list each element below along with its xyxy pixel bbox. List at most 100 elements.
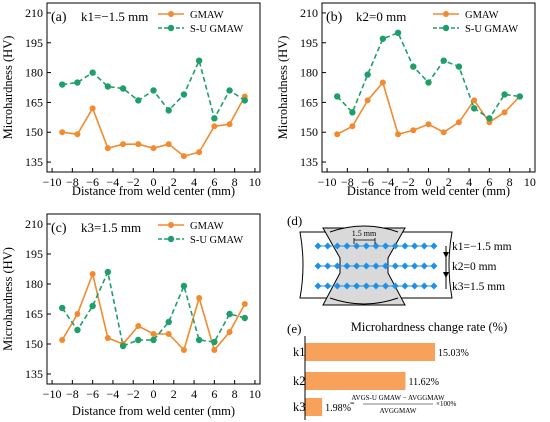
- data-point-gmaw: [59, 337, 66, 343]
- indent-marker: [420, 262, 428, 270]
- data-point-gmaw: [211, 123, 218, 130]
- data-point-sugmaw: [334, 93, 341, 100]
- indent-marker: [401, 242, 409, 250]
- data-point-gmaw: [150, 331, 157, 337]
- y-tick-label: 180: [25, 277, 43, 291]
- change-rate-formula: AVGS-U GMAW − AVGGMAW AVGGMAW ×100% =: [350, 394, 456, 415]
- data-point-gmaw: [455, 119, 462, 126]
- x-tick-label: 10: [524, 175, 536, 189]
- x-tick-label: 8: [232, 387, 238, 401]
- x-tick-label: 4: [191, 387, 197, 401]
- data-point-gmaw: [226, 121, 233, 128]
- data-point-gmaw: [379, 79, 386, 86]
- x-tick-label: −2: [402, 175, 415, 189]
- data-point-sugmaw: [394, 29, 402, 37]
- data-point-gmaw: [180, 347, 187, 353]
- indent-marker: [382, 242, 390, 250]
- formula-numerator: AVGS-U GMAW − AVGGMAW: [351, 394, 445, 402]
- x-tick-label: 2: [171, 387, 177, 401]
- data-point-gmaw: [410, 127, 417, 134]
- data-point-gmaw: [89, 105, 96, 112]
- x-tick-label: −4: [107, 387, 120, 401]
- indent-marker: [353, 242, 361, 250]
- panel-label: (a): [51, 10, 67, 25]
- bar-value-label: 1.98%: [325, 403, 351, 414]
- legend-marker-sugmaw: [442, 24, 450, 32]
- data-point-sugmaw: [135, 97, 142, 104]
- indent-marker: [420, 242, 428, 250]
- y-tick-label: 165: [25, 95, 43, 109]
- data-point-gmaw: [425, 121, 432, 128]
- indent-marker: [391, 242, 399, 250]
- y-tick-label: 210: [25, 217, 43, 231]
- data-point-sugmaw: [501, 91, 508, 98]
- data-point-sugmaw: [89, 302, 96, 310]
- data-point-gmaw: [196, 149, 203, 156]
- data-point-gmaw: [196, 295, 203, 301]
- indent-marker: [372, 242, 380, 250]
- x-tick-label: −2: [127, 387, 140, 401]
- data-point-sugmaw: [410, 63, 417, 70]
- data-point-gmaw: [74, 131, 81, 138]
- data-point-gmaw: [440, 129, 447, 136]
- data-point-gmaw: [395, 131, 402, 138]
- y-axis-label: Microhardness (HV): [1, 36, 15, 140]
- x-tick-label: 0: [151, 387, 157, 401]
- weld-cap-top: [329, 225, 399, 233]
- data-point-gmaw: [120, 141, 127, 148]
- legend-label-sugmaw: S-U GMAW: [190, 235, 243, 246]
- chart-panel-b: −10 −8 −6 −4 −2 0 2 4 6 8 10 135 150 165 180 195 210 Dist…: [276, 2, 536, 198]
- bar-category-label: k3: [293, 400, 306, 414]
- data-point-sugmaw: [211, 115, 218, 122]
- y-tick-label: 135: [25, 155, 43, 169]
- x-axis-label: Distance from weld center (mm): [72, 184, 235, 198]
- y-tick-label: 165: [300, 95, 318, 109]
- indent-marker: [362, 242, 370, 250]
- data-point-gmaw: [364, 97, 371, 104]
- x-tick-label: −8: [66, 175, 79, 189]
- indent-rows: [314, 242, 438, 290]
- y-tick-label: 195: [25, 36, 43, 50]
- chart-panel-c: −10 −8 −6 −4 −2 0 2 4 6 8 10 135 150 165 180 195 210 Dist…: [1, 213, 261, 418]
- indent-marker: [382, 262, 390, 270]
- weld-cap-bottom: [329, 297, 399, 305]
- formula-denominator: AVGGMAW: [380, 407, 417, 415]
- indent-marker: [391, 282, 399, 290]
- x-tick-label: 8: [232, 175, 238, 189]
- formula-suffix: ×100%: [436, 400, 456, 408]
- indent-marker: [324, 282, 332, 290]
- data-point-gmaw: [241, 301, 248, 307]
- condition-label: k1=−1.5 mm: [81, 9, 148, 24]
- bar-group: k1 15.03% k2 11.62% k3 1.98%: [293, 336, 469, 420]
- data-point-gmaw: [180, 153, 187, 160]
- y-tick-label: 150: [300, 125, 318, 139]
- data-point-gmaw: [89, 271, 96, 277]
- data-point-gmaw: [334, 131, 341, 138]
- indent-marker: [333, 282, 341, 290]
- y-axis-label: Microhardness (HV): [1, 247, 15, 351]
- y-axis-label: Microhardness (HV): [276, 36, 290, 140]
- x-tick-label: −4: [382, 175, 395, 189]
- x-tick-label: 6: [486, 175, 492, 189]
- data-point-gmaw: [349, 123, 356, 130]
- y-tick-label: 195: [25, 247, 43, 261]
- data-point-sugmaw: [104, 268, 112, 276]
- x-tick-label: −6: [361, 175, 374, 189]
- bar: [305, 372, 406, 390]
- indent-marker: [411, 242, 419, 250]
- indent-marker: [362, 262, 370, 270]
- x-tick-label: 6: [211, 387, 217, 401]
- indent-marker: [343, 262, 351, 270]
- row-label-k1: k1=−1.5 mm: [452, 241, 512, 253]
- x-tick-label: 6: [211, 175, 217, 189]
- indent-marker: [411, 262, 419, 270]
- data-point-sugmaw: [119, 342, 127, 350]
- x-tick-label: −8: [66, 387, 79, 401]
- legend-label-sugmaw: S-U GMAW: [465, 24, 518, 35]
- data-point-sugmaw: [195, 57, 203, 64]
- x-tick-label: 0: [151, 175, 157, 189]
- x-tick-label: −10: [318, 175, 337, 189]
- data-point-gmaw: [165, 331, 172, 337]
- legend-label-gmaw: GMAW: [190, 10, 224, 21]
- data-point-gmaw: [59, 129, 66, 136]
